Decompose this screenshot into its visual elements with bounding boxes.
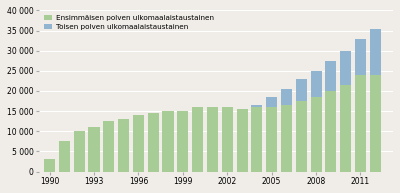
Bar	[340, 51, 351, 172]
Bar	[133, 115, 144, 172]
Bar	[370, 75, 381, 172]
Bar	[74, 165, 85, 172]
Bar	[44, 159, 55, 172]
Bar	[296, 101, 307, 172]
Legend: Ensimmäisen polven ulkomaalaistaustainen, Toisen polven ulkomaalaistaustainen: Ensimmäisen polven ulkomaalaistaustainen…	[42, 13, 216, 32]
Bar	[325, 91, 336, 172]
Bar	[251, 105, 262, 172]
Bar	[88, 161, 100, 172]
Bar	[251, 107, 262, 172]
Bar	[103, 157, 114, 172]
Bar	[355, 75, 366, 172]
Bar	[340, 85, 351, 172]
Bar	[74, 131, 85, 172]
Bar	[222, 107, 233, 172]
Bar	[192, 107, 203, 172]
Bar	[325, 61, 336, 172]
Bar	[192, 129, 203, 172]
Bar	[266, 107, 277, 172]
Bar	[296, 79, 307, 172]
Bar	[222, 117, 233, 172]
Bar	[207, 107, 218, 172]
Bar	[266, 97, 277, 172]
Bar	[44, 168, 55, 172]
Bar	[236, 109, 248, 172]
Bar	[236, 115, 248, 172]
Bar	[310, 97, 322, 172]
Bar	[88, 127, 100, 172]
Bar	[118, 153, 129, 172]
Bar	[148, 113, 159, 172]
Bar	[59, 141, 70, 172]
Bar	[177, 111, 188, 172]
Bar	[103, 121, 114, 172]
Bar	[118, 119, 129, 172]
Bar	[162, 111, 174, 172]
Bar	[148, 145, 159, 172]
Bar	[310, 71, 322, 172]
Bar	[162, 139, 174, 172]
Bar	[370, 29, 381, 172]
Bar	[355, 39, 366, 172]
Bar	[281, 105, 292, 172]
Bar	[281, 89, 292, 172]
Bar	[177, 133, 188, 172]
Bar	[207, 123, 218, 172]
Bar	[133, 149, 144, 172]
Bar	[59, 167, 70, 172]
